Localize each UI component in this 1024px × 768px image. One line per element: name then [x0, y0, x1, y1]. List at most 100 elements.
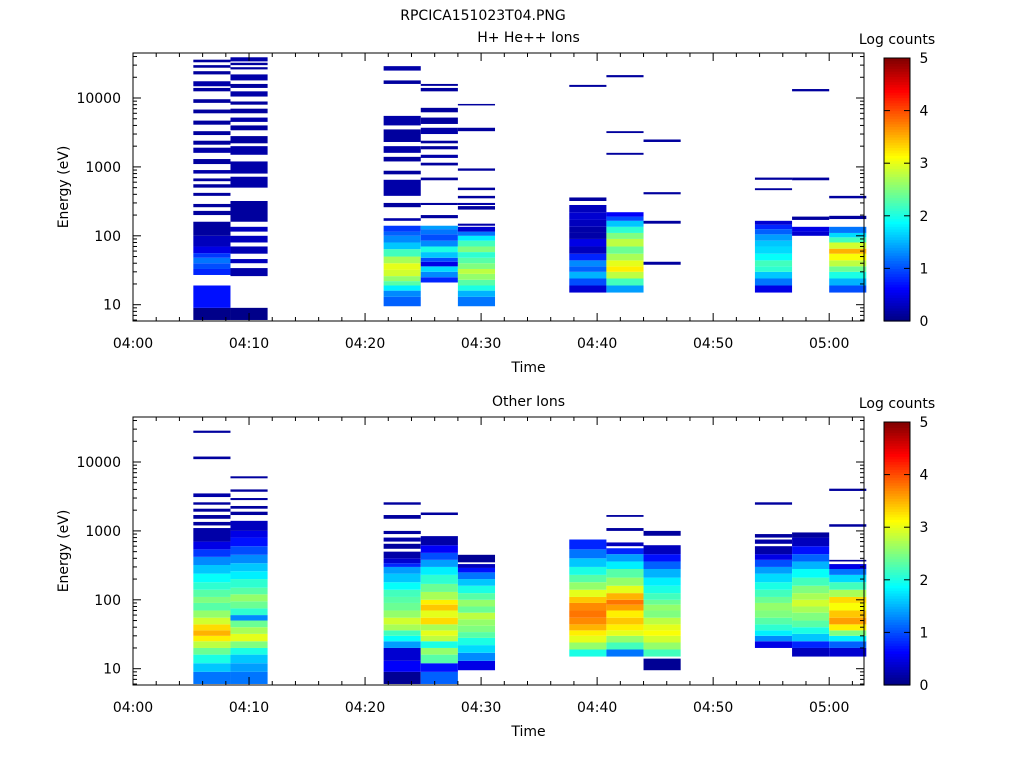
colorbar-segment — [884, 666, 910, 670]
heatmap-cell — [457, 168, 496, 171]
heatmap-cell — [754, 266, 793, 272]
colorbar-segment — [884, 205, 910, 209]
heatmap-cell — [754, 610, 793, 618]
heatmap-cell — [754, 188, 793, 191]
colorbar-segment — [884, 192, 910, 196]
x-tick-label: 05:00 — [809, 336, 849, 352]
heatmap-cell — [230, 608, 268, 616]
heatmap-cell — [829, 617, 867, 625]
colorbar-segment — [884, 247, 910, 251]
heatmap-cell — [193, 253, 231, 258]
x-tick-label: 04:30 — [461, 700, 501, 716]
heatmap-cell — [383, 202, 421, 208]
heatmap-cell — [230, 74, 268, 81]
colorbar-segment — [884, 506, 910, 510]
colorbar-segment — [884, 302, 910, 306]
heatmap-cell — [457, 240, 496, 247]
heatmap-cell — [230, 91, 268, 97]
heatmap-cell — [606, 212, 644, 217]
colorbar-label: Log counts — [859, 32, 935, 48]
heatmap-cell — [420, 215, 458, 219]
colorbar-segment — [884, 653, 910, 657]
heatmap-cell — [754, 559, 793, 567]
heatmap-cell — [193, 556, 231, 565]
heatmap-cell — [193, 285, 231, 308]
colorbar-segment — [884, 603, 910, 607]
heatmap-cell — [606, 561, 644, 569]
heatmap-cell — [457, 572, 496, 580]
heatmap-cell — [420, 536, 458, 546]
colorbar-frame — [883, 57, 911, 322]
heatmap-cell — [193, 140, 231, 145]
heatmap-cell — [569, 253, 607, 261]
heatmap-cell — [230, 601, 268, 609]
heatmap-cell — [383, 515, 421, 519]
heatmap-cell — [457, 231, 496, 236]
colorbar-segment — [884, 118, 910, 122]
colorbar-segment — [884, 645, 910, 649]
heatmap-cell — [193, 81, 231, 87]
colorbar-segment — [884, 105, 910, 109]
colorbar-segment — [884, 453, 910, 457]
colorbar-segment — [884, 79, 910, 83]
heatmap-cell — [230, 226, 268, 232]
heatmap-cell — [383, 566, 421, 574]
heatmap-cell — [230, 554, 268, 564]
heatmap-cell — [754, 285, 793, 293]
heatmap-cell — [383, 610, 421, 618]
heatmap-cell — [457, 202, 496, 205]
heatmap-cell — [792, 620, 830, 628]
heatmap-cell — [606, 554, 644, 562]
colorbar-segment — [884, 669, 910, 673]
heatmap-cell — [420, 252, 458, 258]
colorbar-segment — [884, 131, 910, 135]
heatmap-cell — [606, 226, 644, 233]
colorbar-segment — [884, 189, 910, 193]
colorbar-segment — [884, 500, 910, 505]
heatmap-cell — [230, 520, 268, 531]
heatmap-cell — [606, 542, 644, 547]
heatmap-cell — [457, 612, 496, 620]
colorbar-segment — [884, 498, 910, 502]
heatmap-cell — [193, 671, 231, 684]
colorbar-segment — [884, 197, 910, 201]
colorbar-segment — [884, 126, 910, 130]
colorbar-segment — [884, 422, 910, 426]
heatmap-cell — [829, 568, 867, 575]
colorbar-segment — [884, 521, 910, 526]
heatmap-cell — [643, 599, 681, 605]
colorbar-segment — [884, 178, 910, 183]
heatmap-cell — [606, 246, 644, 254]
heatmap-cell — [193, 573, 231, 583]
colorbar-segment — [884, 540, 910, 544]
heatmap-cell — [383, 179, 421, 196]
colorbar-segment — [884, 307, 910, 312]
colorbar-segment — [884, 76, 910, 80]
heatmap-cell — [606, 216, 644, 221]
heatmap-cell — [754, 589, 793, 597]
heatmap-cell — [457, 637, 496, 646]
heatmap-cell — [754, 177, 793, 180]
heatmap-cell — [420, 271, 458, 278]
colorbar-segment — [884, 213, 910, 217]
heatmap-cell — [420, 154, 458, 158]
heatmap-cell — [230, 537, 268, 547]
heatmap-cell — [420, 604, 458, 611]
heatmap-cell — [643, 577, 681, 586]
heatmap-cell — [792, 647, 830, 657]
colorbar-segment — [884, 60, 910, 64]
colorbar-segment — [884, 152, 910, 156]
colorbar-segment — [884, 477, 910, 481]
heatmap-cell — [792, 599, 830, 607]
heatmap-cell — [230, 146, 268, 155]
heatmap-cell — [230, 235, 268, 243]
heatmap-cell — [829, 226, 867, 233]
colorbar-segment — [884, 564, 910, 568]
heatmap-cell — [606, 266, 644, 272]
heatmap-cell — [792, 561, 830, 569]
colorbar-segment — [884, 144, 910, 149]
heatmap-cell — [383, 530, 421, 535]
colorbar-segment — [884, 648, 910, 652]
heatmap-cell — [383, 543, 421, 549]
heatmap-cell — [569, 630, 607, 636]
